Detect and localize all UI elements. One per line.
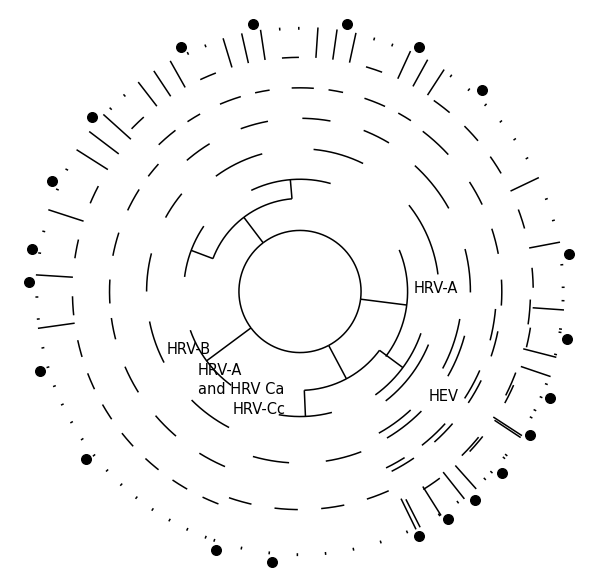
Point <box>564 249 574 258</box>
Point <box>267 557 277 566</box>
Point <box>81 454 91 463</box>
Point <box>497 469 506 478</box>
Point <box>477 85 487 94</box>
Point <box>87 113 97 122</box>
Text: HRV-A
and HRV Ca: HRV-A and HRV Ca <box>198 363 284 397</box>
Text: HRV-A: HRV-A <box>413 281 458 296</box>
Point <box>27 244 37 254</box>
Point <box>248 19 257 29</box>
Point <box>414 531 424 540</box>
Point <box>414 43 424 52</box>
Point <box>24 278 34 287</box>
Point <box>563 334 572 343</box>
Point <box>343 19 352 29</box>
Text: HEV: HEV <box>429 389 459 404</box>
Point <box>470 495 479 504</box>
Point <box>211 545 221 554</box>
Point <box>176 43 186 52</box>
Point <box>443 515 453 524</box>
Point <box>47 177 56 186</box>
Text: HRV-B: HRV-B <box>166 342 211 357</box>
Point <box>545 393 555 402</box>
Point <box>526 431 535 440</box>
Point <box>35 366 45 375</box>
Text: HRV-Cc: HRV-Cc <box>232 402 286 417</box>
